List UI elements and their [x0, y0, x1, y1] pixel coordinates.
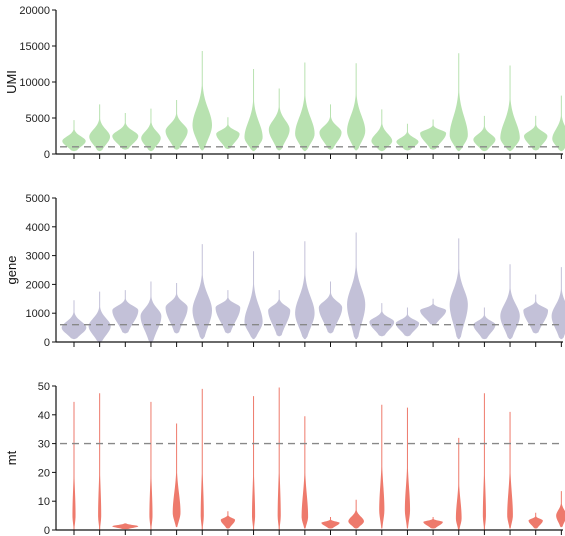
violin-mt-14	[404, 407, 411, 529]
violin-gene-14	[395, 307, 420, 337]
y-tick-label-mt-50: 50	[38, 381, 50, 393]
violin-mt-9	[277, 387, 281, 530]
y-tick-label-UMI-15000: 15000	[19, 41, 50, 53]
violin-UMI-16	[449, 53, 468, 152]
violin-mt-12	[348, 499, 364, 529]
violin-gene-11	[318, 281, 343, 334]
violin-UMI-1	[62, 120, 86, 152]
violin-mt-16	[455, 437, 462, 530]
y-tick-label-mt-0: 0	[44, 525, 50, 536]
y-tick-label-mt-20: 20	[38, 467, 50, 479]
y-tick-label-gene-2000: 2000	[26, 279, 50, 291]
y-tick-label-gene-0: 0	[44, 337, 50, 349]
y-tick-label-gene-3000: 3000	[26, 251, 50, 263]
violin-mt-7	[220, 511, 236, 529]
panel-mt: 0 10 20 30 40 50 mt	[4, 381, 565, 536]
violin-gene-5	[165, 282, 188, 334]
violin-mt-8	[252, 396, 256, 530]
violin-gene-10	[295, 241, 315, 340]
violin-gene-1	[61, 300, 87, 340]
violin-UMI-2	[89, 104, 111, 152]
violin-gene-20	[551, 267, 565, 340]
violin-UMI-12	[347, 63, 366, 151]
violin-gene-17	[473, 307, 496, 340]
violin-mt-2	[98, 393, 102, 530]
violin-gene-13	[369, 303, 395, 337]
violin-gene-6	[192, 244, 212, 340]
y-tick-label-UMI-5000: 5000	[26, 113, 50, 125]
violin-mt-17	[482, 393, 486, 530]
violin-UMI-4	[141, 108, 161, 152]
violin-UMI-17	[473, 115, 496, 152]
violin-UMI-13	[371, 109, 393, 152]
violin-UMI-19	[524, 115, 548, 151]
y-tick-label-UMI-20000: 20000	[19, 5, 50, 17]
violin-mt-20	[556, 491, 565, 528]
y-tick-label-mt-10: 10	[38, 496, 50, 508]
panel-UMI: 0 5000 10000 15000 20000 UMI	[4, 5, 565, 161]
violin-UMI-20	[552, 95, 565, 152]
violin-UMI-14	[396, 123, 419, 151]
violin-gene-2	[88, 291, 111, 342]
violin-mt-6	[200, 388, 204, 530]
violin-gene-16	[449, 238, 468, 340]
violin-UMI-18	[500, 65, 520, 152]
y-tick-label-mt-30: 30	[38, 439, 50, 451]
violin-mt-11	[321, 517, 340, 529]
y-tick-label-UMI-10000: 10000	[19, 77, 50, 89]
y-tick-label-UMI-0: 0	[44, 149, 50, 161]
violin-mt-18	[507, 411, 513, 529]
y-tick-label-gene-5000: 5000	[26, 193, 50, 205]
panel-gene: 0 1000 2000 3000 4000 5000 gene	[4, 193, 565, 349]
y-tick-label-gene-4000: 4000	[26, 222, 50, 234]
violin-mt-13	[379, 404, 385, 529]
violin-gene-9	[268, 290, 291, 337]
violin-mt-3	[112, 523, 139, 530]
violin-UMI-10	[295, 62, 315, 152]
violin-gene-15	[420, 298, 447, 325]
violin-mt-19	[528, 512, 543, 529]
violin-UMI-8	[244, 69, 263, 152]
violin-gene-12	[347, 232, 366, 340]
violin-UMI-9	[268, 88, 290, 151]
violin-mt-4	[149, 401, 153, 530]
y-axis-title-mt: mt	[4, 450, 19, 465]
violin-UMI-6	[192, 51, 212, 151]
y-tick-label-mt-40: 40	[38, 410, 50, 422]
violin-mt-5	[172, 423, 181, 528]
violin-UMI-15	[420, 119, 447, 150]
y-axis-title-gene: gene	[4, 256, 19, 285]
violin-UMI-7	[216, 117, 240, 149]
violin-UMI-3	[112, 112, 139, 150]
y-tick-label-gene-1000: 1000	[26, 308, 50, 320]
violin-gene-8	[244, 251, 263, 340]
violin-gene-3	[112, 290, 139, 334]
violin-UMI-5	[165, 100, 188, 150]
violin-mt-1	[72, 401, 76, 530]
violin-mt-10	[301, 416, 309, 529]
violin-gene-7	[215, 290, 241, 334]
violin-gene-18	[500, 264, 520, 340]
violin-UMI-11	[319, 104, 342, 150]
violin-gene-19	[523, 294, 549, 334]
violin-mt-15	[423, 517, 443, 529]
violin-gene-4	[140, 281, 162, 342]
y-axis-title-UMI: UMI	[4, 70, 19, 94]
